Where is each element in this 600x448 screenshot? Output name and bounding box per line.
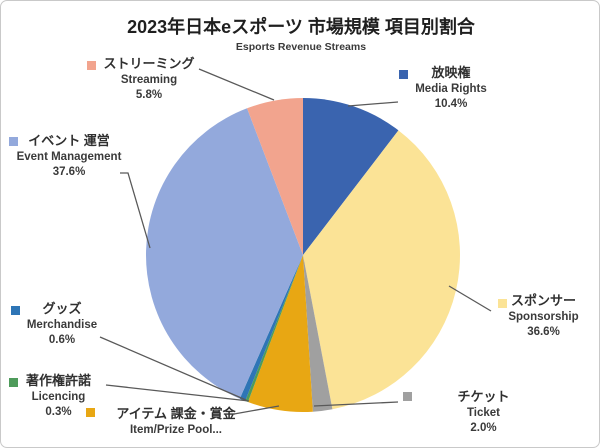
chart-subtitle: Esports Revenue Streams: [235, 41, 367, 53]
licencing-label-jp: 著作権許諾: [25, 373, 91, 388]
merchandise-label: グッズ Merchandise 0.6%: [9, 300, 115, 348]
pie-slice-streaming: [247, 98, 303, 255]
media-rights-label-jp: 放映権: [431, 65, 471, 80]
media-rights-label: 放映権 Media Rights 10.4%: [401, 64, 501, 112]
ticket-label: チケット Ticket 2.0%: [431, 388, 536, 436]
leader-line-media-rights: [347, 101, 399, 107]
pie-slice-media-rights: [303, 98, 399, 255]
merchandise-legend-swatch: [11, 306, 20, 315]
leader-line-item-prize-pool: [233, 405, 280, 415]
leader-line-merchandise: [99, 336, 247, 401]
pie-slice-event-management: [145, 108, 303, 399]
streaming-label-pct: 5.8%: [135, 89, 163, 101]
ticket-label-en: Ticket: [466, 407, 501, 419]
streaming-label-en: Streaming: [120, 74, 178, 86]
sponsorship-label: スポンサー Sponsorship 36.6%: [496, 292, 591, 340]
merchandise-label-en: Merchandise: [26, 319, 98, 331]
item-prize-pool-legend-swatch: [86, 408, 95, 417]
event-management-legend-swatch: [9, 137, 18, 146]
item-prize-pool-label: アイテム 課金・賞金 Item/Prize Pool...: [106, 405, 246, 438]
leader-line-sponsorship: [448, 285, 492, 312]
leader-line-event-management: [120, 172, 151, 249]
event-management-label-pct: 37.6%: [52, 166, 86, 178]
sponsorship-label-pct: 36.6%: [527, 326, 560, 338]
sponsorship-label-en: Sponsorship: [508, 311, 579, 323]
pie-slice-ticket: [303, 255, 333, 412]
merchandise-label-jp: グッズ: [42, 301, 82, 316]
licencing-legend-swatch: [9, 378, 18, 387]
leader-lines: [99, 68, 492, 415]
leader-line-ticket: [313, 401, 399, 407]
pie-slice-item-prize-pool: [247, 255, 313, 412]
licencing-label-en: Licencing: [31, 391, 86, 403]
pie-slice-merchandise: [239, 255, 303, 401]
leader-line-licencing: [105, 384, 250, 402]
event-management-label-jp: イベント 運営: [28, 133, 110, 148]
pie-slice-sponsorship: [303, 130, 461, 410]
ticket-legend-swatch: [403, 392, 412, 401]
sponsorship-label-jp: スポンサー: [510, 293, 576, 308]
streaming-label: ストリーミング Streaming 5.8%: [97, 55, 201, 103]
media-rights-label-pct: 10.4%: [434, 98, 468, 110]
event-management-label: イベント 運営 Event Management 37.6%: [9, 132, 129, 180]
sponsorship-legend-swatch: [498, 299, 507, 308]
media-rights-label-en: Media Rights: [415, 83, 487, 95]
event-management-label-en: Event Management: [16, 151, 122, 163]
ticket-label-pct: 2.0%: [470, 422, 497, 434]
media-rights-legend-swatch: [399, 70, 408, 79]
licencing-label: 著作権許諾 Licencing 0.3%: [11, 372, 106, 420]
leader-line-streaming: [198, 68, 275, 101]
pie-slice-licencing: [245, 255, 303, 403]
merchandise-label-pct: 0.6%: [48, 334, 76, 346]
item-prize-pool-label-jp: アイテム 課金・賞金: [116, 406, 236, 421]
chart-title: 2023年日本eスポーツ 市場規模 項目別割合: [127, 17, 475, 37]
streaming-legend-swatch: [87, 61, 96, 70]
ticket-label-jp: チケット: [457, 389, 510, 404]
item-prize-pool-label-en: Item/Prize Pool...: [129, 424, 223, 436]
licencing-label-pct: 0.3%: [45, 406, 72, 418]
pie-slices: [145, 98, 461, 412]
streaming-label-jp: ストリーミング: [103, 56, 195, 71]
